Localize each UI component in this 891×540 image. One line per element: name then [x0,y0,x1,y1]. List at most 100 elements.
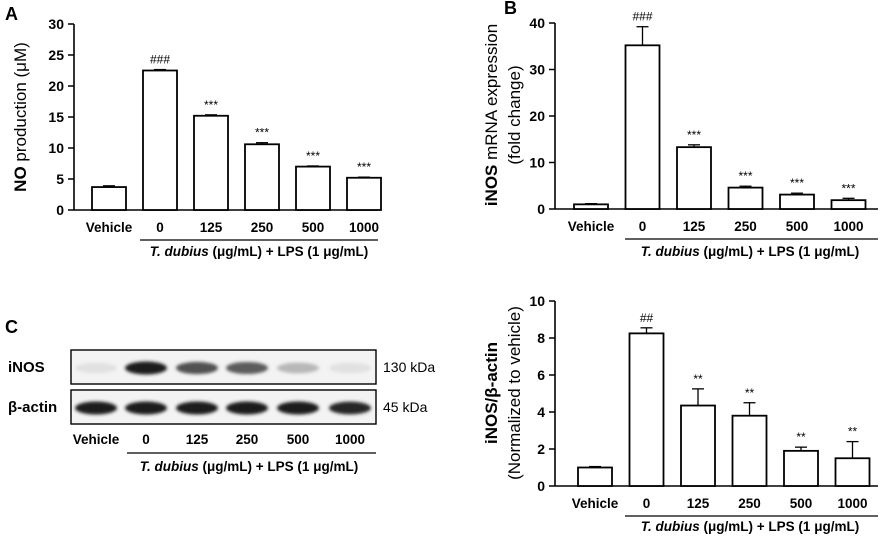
blot-lane-label: 1000 [335,432,365,447]
blot-band [226,361,268,375]
x-tick-label: 500 [302,220,325,235]
y-axis-label: iNOS mRNA expression [482,24,501,206]
bar [727,186,764,210]
x-tick-label: 0 [156,220,164,235]
x-tick-label: Vehicle [572,496,619,511]
panel-letter-c: C [5,317,18,337]
bar [731,414,768,487]
y-axis-label-line2: (Normalized to vehicle) [505,306,524,480]
y-tick-label: 20 [48,78,64,94]
x-tick-label: 1000 [833,219,863,234]
y-tick-label: 10 [48,140,64,156]
blot-band [277,362,319,374]
bar [834,457,871,487]
x-tick-label: 500 [786,219,809,234]
x-tick-label: 250 [251,220,274,235]
significance-label: ## [640,311,654,325]
bar [346,176,382,211]
y-axis-label-bold: NO [11,166,30,192]
x-tick-label: 250 [738,496,761,511]
y-tick-label: 15 [48,109,64,125]
blot-lane-label: 125 [186,432,209,447]
blot-size-label: 45 kDa [383,399,428,415]
x-tick-label: 250 [734,219,757,234]
y-tick-label: 4 [537,404,545,420]
significance-label: *** [204,98,218,112]
significance-label: *** [790,176,804,190]
y-tick-label: 0 [56,202,64,218]
x-tick-label: 0 [639,219,647,234]
western-blot-panel-c: iNOS 130 kDa β-actin 45 kDa Vehicle 0 125 250 50… [8,349,435,474]
blot-row-label: β-actin [8,399,57,416]
x-tick-label: Vehicle [568,219,615,234]
group-label: T. dubius (μg/mL) + LPS (1 μg/mL) [150,244,368,259]
significance-label: *** [738,169,752,183]
bar [295,165,331,211]
blot-band [125,361,167,375]
blot-lane-label: 0 [142,432,150,447]
y-tick-label: 2 [537,441,545,457]
x-tick-label: 1000 [837,496,867,511]
blot-band [277,401,319,415]
significance-label: ### [150,53,170,67]
blot-lane-label: Vehicle [73,432,120,447]
bar [142,69,178,211]
y-axis-label-rest: mRNA expression [482,24,501,165]
y-axis-label-line2: (fold change) [505,65,524,164]
y-tick-label: 8 [537,330,545,346]
blot-group-label: T. dubius (μg/mL) + LPS (1 μg/mL) [140,459,358,474]
y-tick-label: 10 [529,155,545,171]
blot-band [125,401,167,415]
chart-panel-a: 0 5 10 15 20 25 30 Vehicle ### 0 *** 125 *** 250 *** 50… [11,16,382,259]
bar [193,114,229,211]
bar [577,466,613,487]
bar [624,44,661,210]
significance-label: *** [255,126,269,140]
x-tick-label: 1000 [349,220,379,235]
y-axis-label: iNOS/β-actin [482,342,501,444]
blot-band [329,362,371,374]
chart-panel-d: 0 2 4 6 8 10 Vehicle ## 0 ** 125 ** 250 ** 500 ** 1000 T.… [482,293,878,534]
bar [676,146,712,210]
x-tick-label: 500 [790,496,813,511]
group-label: T. dubius (μg/mL) + LPS (1 μg/mL) [641,244,859,259]
y-tick-label: 0 [537,478,545,494]
y-tick-label: 6 [537,367,545,383]
group-label-treatment: (μg/mL) + LPS (1 μg/mL) [209,244,368,259]
significance-label: *** [687,128,701,142]
y-axis-label-bold: iNOS/β-actin [482,342,501,444]
bar [91,186,127,211]
significance-label: *** [357,160,371,174]
y-tick-label: 20 [529,108,545,124]
significance-label: ** [693,372,703,386]
bar [244,143,280,211]
bar [573,203,609,210]
blot-row-label: iNOS [8,359,45,376]
blot-band [75,401,117,415]
y-tick-label: 10 [529,293,545,309]
blot-group-label-species: T. dubius [140,459,199,474]
panel-letter-b: B [504,0,517,18]
bar [779,193,815,210]
x-tick-label: 125 [683,219,706,234]
y-tick-label: 5 [56,171,64,187]
significance-label: ** [848,425,858,439]
significance-label: *** [306,149,320,163]
blot-band [75,362,117,374]
group-label-species: T. dubius [641,519,700,534]
blot-band [176,401,218,415]
blot-band [176,361,218,375]
y-axis-label-bold: iNOS [482,165,501,207]
bar [628,332,665,487]
y-tick-label: 30 [48,16,64,32]
blot-strip [70,389,377,425]
x-tick-label: 125 [200,220,223,235]
significance-label: ** [796,430,806,444]
y-tick-label: 25 [48,47,64,63]
blot-band [226,401,268,415]
blot-size-label: 130 kDa [383,359,435,375]
group-label-treatment: (μg/mL) + LPS (1 μg/mL) [700,519,859,534]
significance-label: ** [745,386,755,400]
panel-letter-a: A [5,4,18,24]
